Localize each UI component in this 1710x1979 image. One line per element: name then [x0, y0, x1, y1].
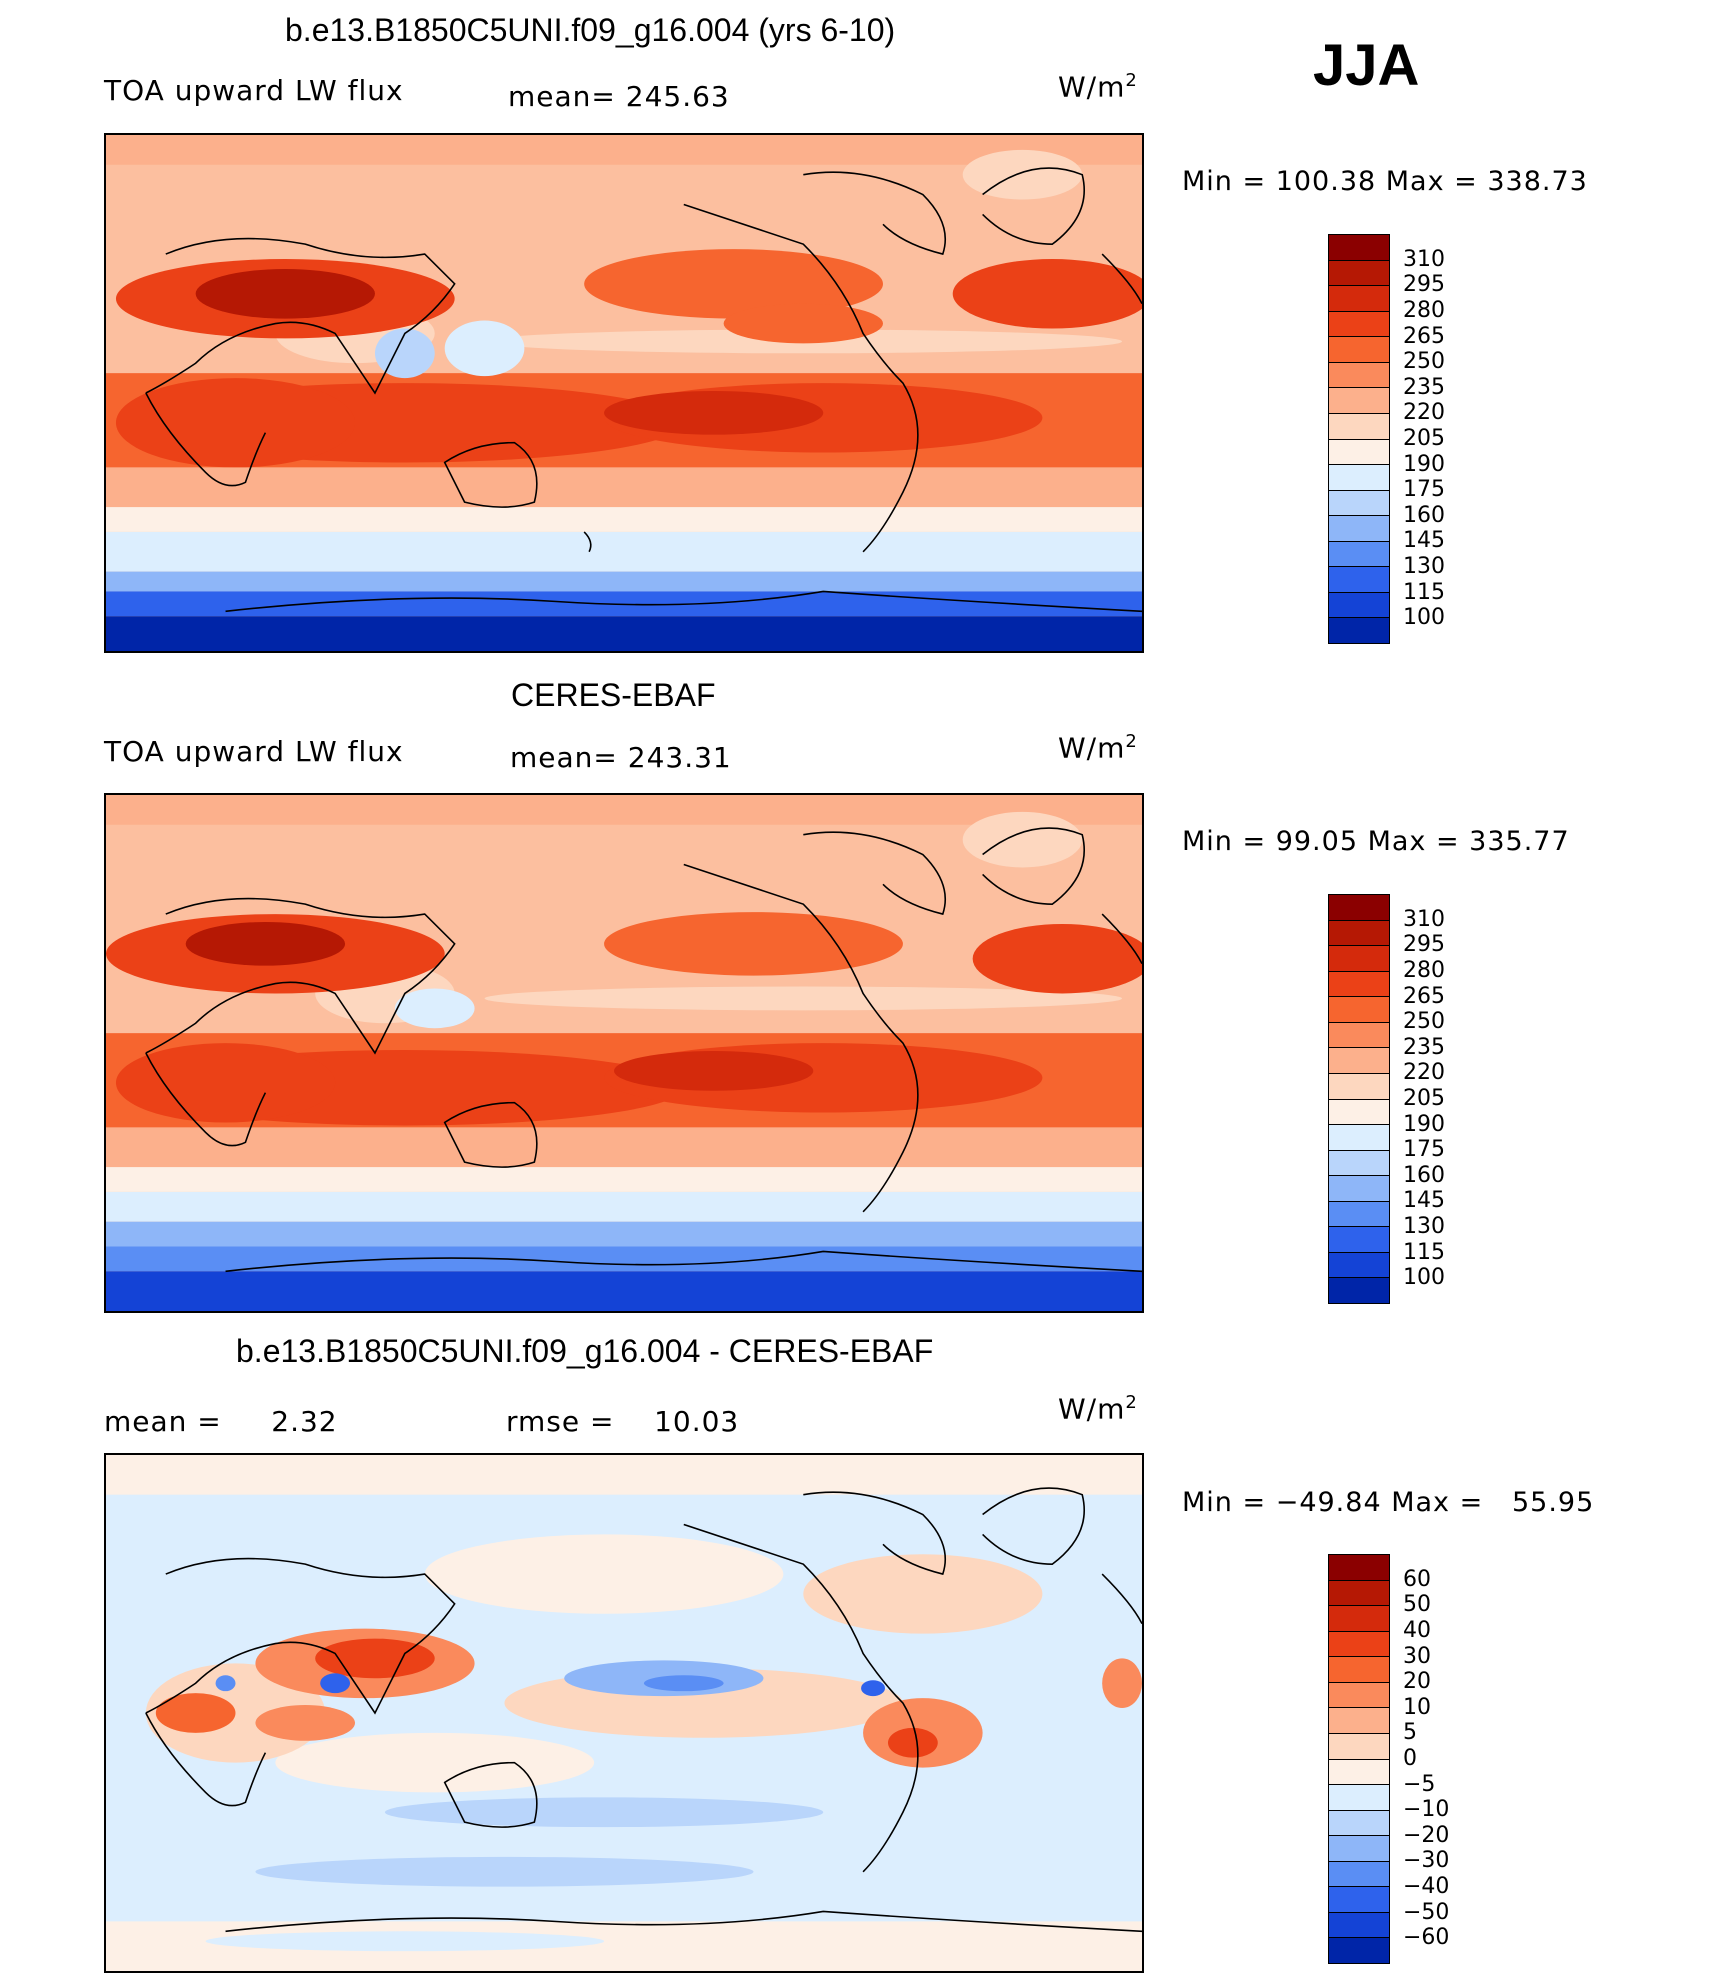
panel-3-unit: W/m2: [1058, 1392, 1138, 1426]
panel-1-map: [104, 133, 1144, 653]
colorbar-tick-label: 60: [1403, 1567, 1431, 1592]
panel-2-map: [104, 793, 1144, 1313]
colorbar-tick-label: −50: [1403, 1900, 1450, 1925]
colorbar-tick-label: 160: [1403, 1163, 1445, 1188]
panel-2-unit: W/m2: [1058, 731, 1138, 765]
colorbar-tick-label: 10: [1403, 1695, 1431, 1720]
colorbar-tick-label: 220: [1403, 400, 1445, 425]
panel-3-title: b.e13.B1850C5UNI.f09_g16.004 - CERES-EBA…: [236, 1333, 934, 1369]
colorbar-tick-label: 40: [1403, 1618, 1431, 1643]
panel-2-minmax: Min = 99.05 Max = 335.77: [1182, 826, 1570, 857]
colorbar-tick-label: 310: [1403, 907, 1445, 932]
colorbar-tick-label: 295: [1403, 272, 1445, 297]
colorbar-tick-label: 130: [1403, 1214, 1445, 1239]
panel-2-mean: mean= 243.31: [510, 741, 732, 774]
colorbar-tick-label: 310: [1403, 247, 1445, 272]
colorbar-tick-label: 250: [1403, 1009, 1445, 1034]
panel-1-unit: W/m2: [1058, 70, 1138, 104]
colorbar-tick-label: 20: [1403, 1669, 1431, 1694]
colorbar-tick-label: 220: [1403, 1060, 1445, 1085]
colorbar-tick-label: 50: [1403, 1592, 1431, 1617]
colorbar-tick-label: 205: [1403, 426, 1445, 451]
colorbar-tick-label: 160: [1403, 503, 1445, 528]
colorbar-tick-label: −40: [1403, 1874, 1450, 1899]
colorbar-tick-label: 295: [1403, 932, 1445, 957]
colorbar-tick-label: 190: [1403, 1112, 1445, 1137]
colorbar-tick-label: 175: [1403, 477, 1445, 502]
colorbar-tick-label: 0: [1403, 1746, 1417, 1771]
colorbar-tick-label: 280: [1403, 958, 1445, 983]
panel-1-variable-label: TOA upward LW flux: [104, 74, 404, 107]
panel-3-mean: mean = 2.32: [104, 1405, 338, 1438]
colorbar-tick-label: 280: [1403, 298, 1445, 323]
panel-2-variable-label: TOA upward LW flux: [104, 735, 404, 768]
colorbar-tick-label: 145: [1403, 528, 1445, 553]
season-label: JJA: [1313, 33, 1420, 98]
panel-1-colorbar: [1328, 234, 1390, 644]
colorbar-tick-label: 130: [1403, 554, 1445, 579]
colorbar-tick-label: 265: [1403, 984, 1445, 1009]
panel-3-colorbar: [1328, 1554, 1390, 1964]
panel-3-minmax: Min = −49.84 Max = 55.95: [1182, 1487, 1595, 1518]
panel-2-title: CERES-EBAF: [511, 677, 716, 713]
panel-3-rmse: rmse = 10.03: [506, 1405, 740, 1438]
colorbar-tick-label: 115: [1403, 580, 1445, 605]
colorbar-tick-label: −30: [1403, 1848, 1450, 1873]
colorbar-tick-label: 190: [1403, 452, 1445, 477]
colorbar-tick-label: 250: [1403, 349, 1445, 374]
panel-1-title: b.e13.B1850C5UNI.f09_g16.004 (yrs 6-10): [285, 12, 896, 48]
colorbar-tick-label: 265: [1403, 324, 1445, 349]
colorbar-tick-label: 175: [1403, 1137, 1445, 1162]
colorbar-tick-label: 100: [1403, 605, 1445, 630]
colorbar-tick-label: 205: [1403, 1086, 1445, 1111]
colorbar-tick-label: −10: [1403, 1797, 1450, 1822]
colorbar-tick-label: 115: [1403, 1240, 1445, 1265]
colorbar-tick-label: −60: [1403, 1925, 1450, 1950]
panel-2-colorbar: [1328, 894, 1390, 1304]
colorbar-tick-label: −20: [1403, 1823, 1450, 1848]
colorbar-tick-label: 30: [1403, 1644, 1431, 1669]
colorbar-tick-label: 100: [1403, 1265, 1445, 1290]
colorbar-tick-label: −5: [1403, 1772, 1436, 1797]
colorbar-tick-label: 235: [1403, 375, 1445, 400]
colorbar-tick-label: 235: [1403, 1035, 1445, 1060]
panel-1-mean: mean= 245.63: [508, 80, 730, 113]
colorbar-tick-label: 5: [1403, 1720, 1417, 1745]
colorbar-tick-label: 145: [1403, 1188, 1445, 1213]
panel-1-minmax: Min = 100.38 Max = 338.73: [1182, 166, 1588, 197]
panel-3-map: [104, 1453, 1144, 1973]
